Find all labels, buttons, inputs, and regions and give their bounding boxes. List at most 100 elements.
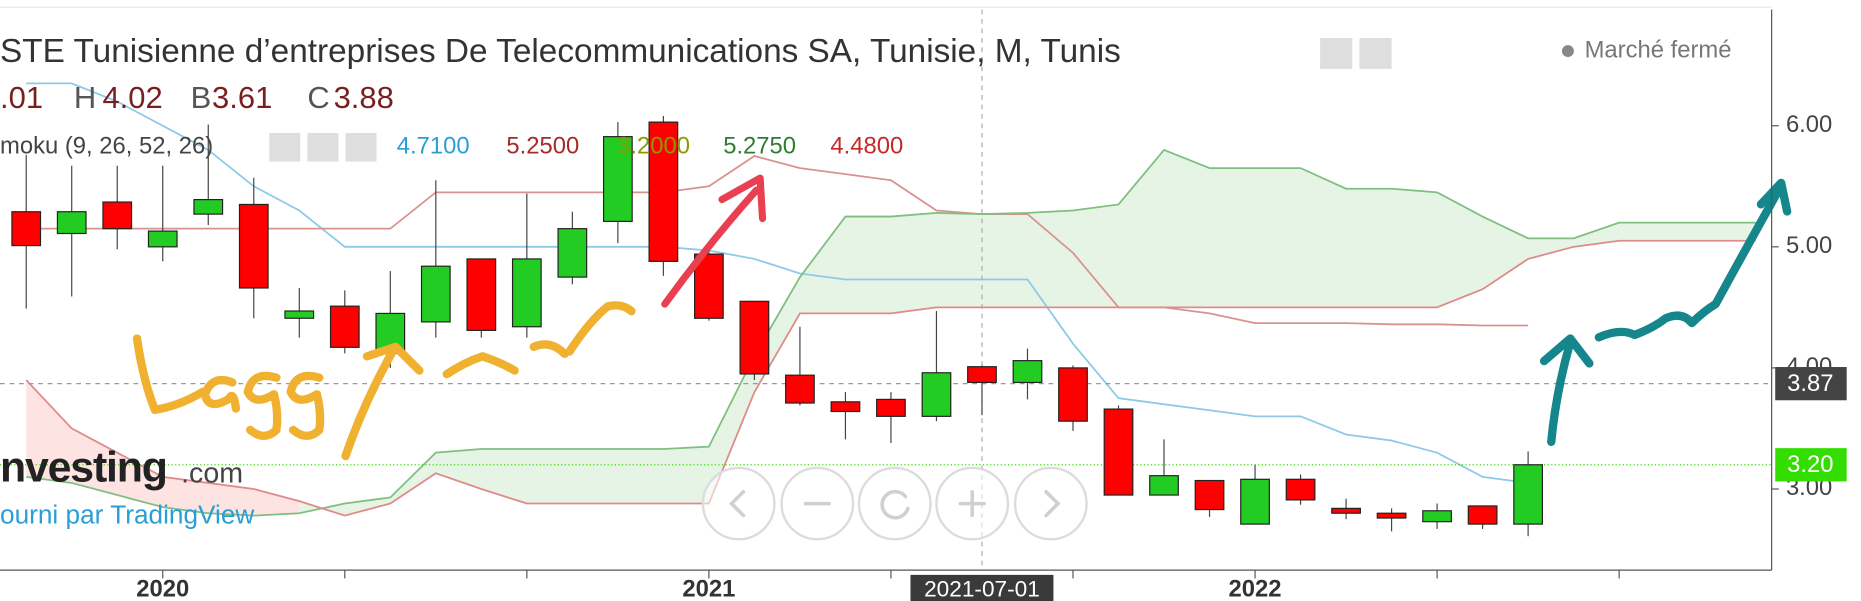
candle-body	[648, 121, 679, 262]
candle-body	[329, 305, 360, 348]
x-tick-label: 2021	[682, 576, 735, 601]
cloud-segment	[663, 446, 709, 504]
icon	[1044, 489, 1061, 518]
cloud-segment	[1027, 210, 1073, 308]
cloud-segment	[890, 212, 937, 314]
candle-body	[1058, 367, 1088, 422]
cloud-segment	[1573, 222, 1620, 247]
indicator-value: 4.7100	[397, 133, 470, 160]
cloud-segment	[1437, 192, 1483, 308]
indicator-value: 4.4800	[830, 133, 903, 160]
cloud-segment	[1072, 204, 1119, 308]
arrow-head	[1539, 334, 1594, 368]
indicator-value: 5.2500	[506, 133, 579, 160]
cloud-segment	[936, 212, 982, 308]
cloud-segment	[1710, 222, 1756, 241]
price-label: 3.20	[1787, 451, 1833, 478]
candle-body	[830, 401, 861, 413]
cloud-segment	[71, 428, 118, 496]
arrow-shaft	[1547, 337, 1575, 446]
cloud-segment	[1619, 222, 1665, 241]
status-dot	[1561, 45, 1574, 58]
cloud-segment	[390, 452, 436, 504]
scribble	[243, 371, 282, 441]
indicator-value: 5.2750	[723, 133, 796, 160]
indicator-values: 4.7100 5.2500 3.2000 5.2750 4.4800	[397, 133, 904, 160]
market-status: Marché fermé	[1585, 36, 1732, 63]
candle-body	[602, 136, 633, 222]
y-tick-label: 5.00	[1786, 232, 1832, 259]
plot-area	[0, 9, 1772, 571]
price-label: 3.87	[1787, 370, 1833, 397]
ohlc-value: 4.02	[102, 80, 162, 115]
candle-body	[1285, 478, 1316, 501]
cloud-segment	[708, 355, 755, 504]
cloud-segment	[1118, 149, 1165, 308]
candle-body	[1103, 408, 1134, 496]
reset[interactable]	[857, 466, 932, 541]
scribble	[286, 371, 325, 441]
candle-body	[876, 398, 906, 417]
cloud-segment	[799, 216, 846, 314]
chart-title: STE Tunisienne d’entreprises De Telecomm…	[0, 33, 1121, 70]
scribble	[200, 375, 241, 413]
handwriting	[132, 301, 636, 461]
candle-body	[967, 366, 997, 384]
candle-body	[1376, 512, 1407, 519]
watermark-brand: nvesting	[0, 444, 167, 492]
price-label-box	[1775, 448, 1847, 482]
candle-body	[1012, 360, 1043, 384]
ohlc-value: 3.88	[334, 80, 394, 115]
red-arrow	[661, 174, 767, 308]
cloud-segment	[253, 488, 300, 516]
arrow-head	[1756, 178, 1792, 216]
indicator-line	[26, 155, 1529, 327]
indicator-settings[interactable]	[307, 133, 339, 162]
cloud-segment	[526, 449, 573, 504]
settings-icon[interactable]	[1359, 38, 1392, 69]
icon	[729, 489, 746, 518]
icon	[880, 489, 910, 520]
cloud-segment	[1300, 168, 1347, 308]
scribble	[442, 301, 636, 379]
candle-body	[1422, 510, 1452, 523]
cloud-segment	[117, 452, 163, 508]
indicator-value: 3.2000	[617, 133, 690, 160]
indicator-remove[interactable]	[345, 133, 377, 162]
candle-body	[1331, 507, 1361, 514]
candle-body	[147, 230, 178, 248]
price-label-box	[1775, 367, 1847, 401]
cloud-segment	[617, 449, 664, 504]
candle-body	[511, 258, 542, 328]
nav-right[interactable]	[1013, 466, 1088, 541]
ohlc-key: B	[191, 80, 212, 115]
cloud-segment	[981, 212, 1028, 308]
candle-body	[238, 203, 269, 289]
nav-left[interactable]	[701, 466, 776, 541]
candle-body	[193, 199, 224, 215]
watermark-provider: ourni par TradingView	[0, 500, 254, 530]
cloud-segment	[1164, 149, 1210, 308]
nav-buttons	[701, 466, 1088, 541]
candle-body	[1467, 505, 1498, 525]
cloud-segment	[435, 449, 482, 489]
eye-icon[interactable]	[1320, 38, 1353, 69]
candle-body	[1240, 478, 1270, 525]
ohlc-legend: .01 H 4.02 B 3.61 C 3.88	[0, 80, 394, 115]
indicator-line	[26, 148, 1756, 517]
arrow-shaft	[661, 186, 761, 308]
indicator-line	[26, 82, 1529, 484]
candle-body	[466, 258, 497, 331]
candle-body	[11, 211, 42, 247]
teal-arrow	[1539, 178, 1792, 446]
indicator-eye[interactable]	[269, 133, 301, 162]
candle-body	[1513, 464, 1544, 525]
cloud-segment	[1482, 216, 1529, 290]
arrow-head	[718, 174, 767, 223]
x-tick-label: 2020	[136, 576, 189, 601]
icon	[958, 489, 986, 518]
x-tick-label: 2022	[1229, 576, 1282, 601]
